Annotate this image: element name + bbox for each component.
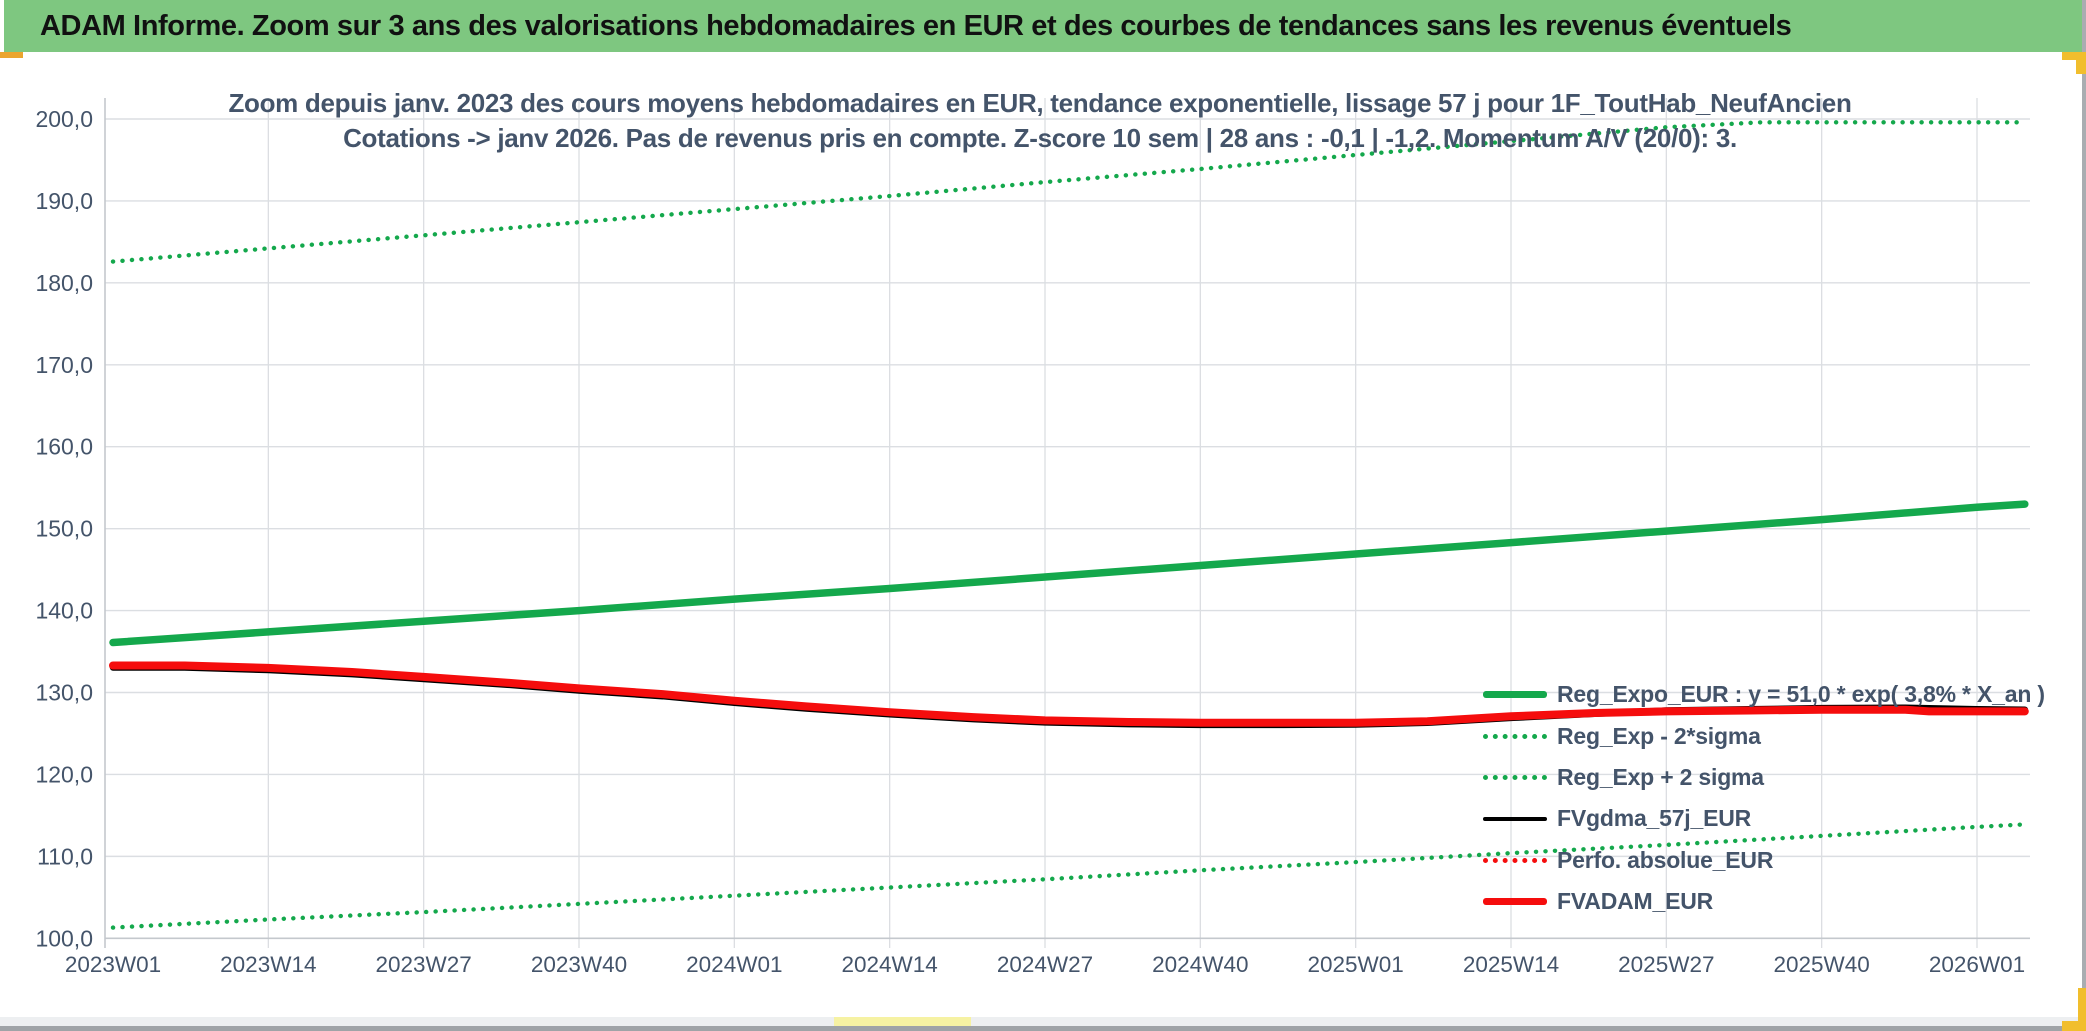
legend-marker-dotted: [1483, 857, 1547, 863]
top-right-gold-corner-v: [2076, 52, 2086, 74]
y-tick-label: 190,0: [35, 188, 93, 214]
legend-marker-thick: [1483, 691, 1547, 699]
x-tick-label: 2024W40: [1152, 952, 1248, 977]
x-tick-label: 2023W01: [65, 952, 161, 977]
legend-label: FVgdma_57j_EUR: [1557, 805, 1752, 832]
legend-item: Reg_Exp + 2 sigma: [1483, 757, 2045, 798]
legend-label: Perfo. absolue_EUR: [1557, 846, 1774, 873]
x-tick-label: 2024W14: [842, 952, 938, 977]
x-tick-label: 2024W27: [997, 952, 1093, 977]
y-tick-label: 160,0: [35, 434, 93, 460]
bottom-right-gold-corner-v: [2078, 988, 2086, 1031]
legend-marker-dotted: [1483, 774, 1547, 780]
legend-marker-thick: [1483, 898, 1547, 906]
x-tick-label: 2023W27: [376, 952, 472, 977]
top-right-gold-corner: [2062, 52, 2086, 60]
window-title: ADAM Informe. Zoom sur 3 ans des valoris…: [40, 9, 1792, 42]
bottom-scroll-strip: [0, 1017, 2086, 1026]
y-tick-label: 170,0: [35, 352, 93, 378]
legend-label: Reg_Expo_EUR : y = 51,0 * exp( 3,8% * X_…: [1557, 681, 2045, 708]
bottom-right-gold-corner-h: [2062, 1021, 2086, 1031]
right-window-edge: [2082, 0, 2086, 1031]
y-tick-label: 150,0: [35, 516, 93, 542]
legend-item: Reg_Exp - 2*sigma: [1483, 715, 2045, 756]
legend-item: FVgdma_57j_EUR: [1483, 798, 2045, 839]
bottom-window-edge: [0, 1026, 2086, 1031]
y-tick-label: 110,0: [37, 843, 93, 869]
y-tick-label: 100,0: [35, 925, 93, 951]
series-line-0: [109, 500, 2029, 647]
legend-item: Perfo. absolue_EUR: [1483, 840, 2045, 881]
y-tick-label: 130,0: [35, 680, 93, 706]
x-tick-label: 2023W14: [220, 952, 316, 977]
legend-label: Reg_Exp - 2*sigma: [1557, 722, 1761, 749]
y-tick-label: 140,0: [35, 598, 93, 624]
left-orange-accent: [0, 52, 23, 58]
title-bar: ADAM Informe. Zoom sur 3 ans des valoris…: [4, 0, 2082, 52]
y-tick-label: 200,0: [35, 106, 93, 132]
x-tick-label: 2025W27: [1618, 952, 1714, 977]
x-tick-label: 2023W40: [531, 952, 627, 977]
series-line-2: [110, 120, 2027, 264]
y-tick-label: 180,0: [35, 270, 93, 296]
legend-item: Reg_Expo_EUR : y = 51,0 * exp( 3,8% * X_…: [1483, 674, 2045, 715]
legend-item: FVADAM_EUR: [1483, 881, 2045, 922]
x-tick-label: 2025W01: [1308, 952, 1404, 977]
y-tick-label: 120,0: [35, 761, 93, 787]
x-tick-label: 2024W01: [686, 952, 782, 977]
chart-legend: Reg_Expo_EUR : y = 51,0 * exp( 3,8% * X_…: [1483, 674, 2045, 922]
legend-label: Reg_Exp + 2 sigma: [1557, 763, 1764, 790]
x-tick-label: 2026W01: [1929, 952, 2025, 977]
series-line-5: [109, 661, 2029, 727]
legend-label: FVADAM_EUR: [1557, 888, 1714, 915]
x-tick-label: 2025W40: [1774, 952, 1870, 977]
x-tick-label: 2025W14: [1463, 952, 1559, 977]
bottom-strip-yellow-segment: [834, 1017, 971, 1026]
legend-marker-thin: [1483, 816, 1547, 821]
legend-marker-dotted: [1483, 733, 1547, 739]
